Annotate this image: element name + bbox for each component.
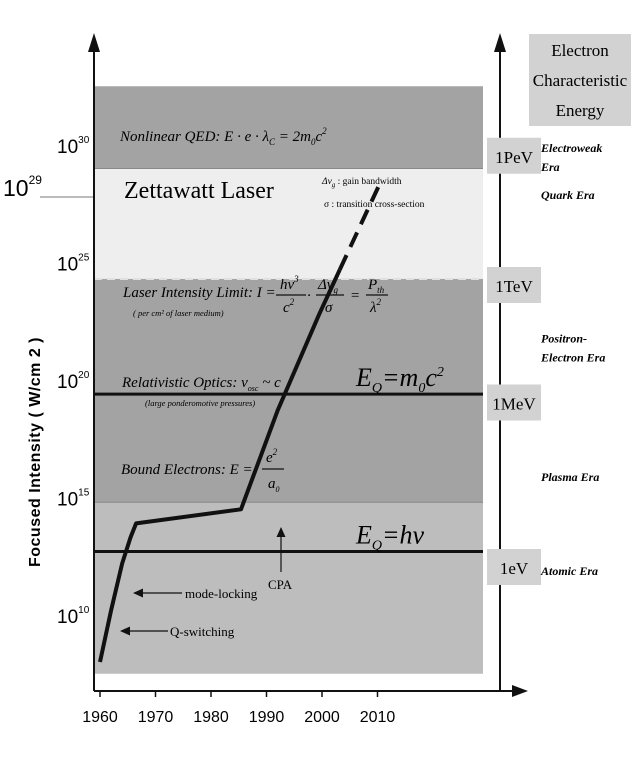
qed-label: Nonlinear QED: E · e · λC = 2m0c2 [119,126,327,147]
svg-text:hν3: hν3 [280,274,299,293]
intensity-bands [94,86,483,674]
svg-text:1029: 1029 [3,173,42,201]
svg-text:CPA: CPA [268,577,293,592]
y-label-1e29: 1029 [3,173,93,201]
relativistic-optics-label: Relativistic Optics: vosc ~ c (large pon… [121,375,281,408]
x-tick-label-1960: 1960 [82,709,118,726]
svg-text:a0: a0 [268,476,280,494]
svg-text:Energy: Energy [556,101,605,120]
energy-line-label-1: EQ=hν [355,521,425,554]
energy-label-box-1MeV [487,384,541,421]
svg-text:Pth: Pth [367,277,385,295]
x-tick-label-2000: 2000 [304,709,340,726]
energy-label-box-1PeV [487,137,541,174]
series-dashed-line [337,181,383,271]
era-label-4-0: Atomic Era [540,564,598,578]
band-1 [94,168,483,279]
x-tick-label-1970: 1970 [138,709,174,726]
gain-bandwidth-note: Δνg : gain bandwidth σ : transition cros… [321,177,425,210]
svg-text:Characteristic: Characteristic [533,71,628,90]
q-switching-annotation: Q-switching [120,624,235,639]
energy-lines: EQ=m0c2 EQ=hν [94,363,483,554]
svg-text:mode-locking: mode-locking [185,586,258,601]
svg-text:λ2: λ2 [369,297,382,316]
y-tick-label-20: 1020 [57,370,90,393]
era-label-0-1: Era [540,160,560,174]
era-label-1-0: Quark Era [541,188,595,202]
series-solid-line [98,268,342,663]
energy-label-box-1eV [487,549,541,585]
svg-text:Bound Electrons: E =: Bound Electrons: E = [121,462,253,478]
right-axis-title-box: Electron Characteristic Energy [529,34,631,126]
svg-text:(large ponderomotive pressures: (large ponderomotive pressures) [145,398,255,408]
era-label-2-0: Positron- [541,331,587,345]
energy-label-1PeV: 1PeV [495,148,534,167]
energy-label-1TeV: 1TeV [495,277,533,296]
laser-limit-formula: Laser Intensity Limit: I = ( per cm² of … [122,274,388,318]
svg-text:σ : transition cross-section: σ : transition cross-section [324,200,425,210]
right-axis-energy-labels: 1PeV 1TeV 1MeV 1eV [487,137,541,585]
laser-intensity-series [98,181,383,663]
era-labels: Electroweak Era Quark Era Positron- Electron… [540,141,605,578]
svg-text:c2: c2 [283,297,295,316]
era-label-2-1: Electron Era [540,350,605,364]
x-tick-label-1990: 1990 [249,709,285,726]
y-tick-label-15: 1015 [57,488,90,511]
cpa-annotation: CPA [268,527,293,592]
svg-text:σ: σ [325,300,333,316]
band-2 [94,278,483,503]
energy-label-box-1TeV [487,267,541,303]
y-tick-label-10: 1010 [57,605,90,628]
energy-line-label-0: EQ=m0c2 [355,363,444,396]
y-tick-label-30: 1030 [57,135,90,158]
svg-text:e2: e2 [266,447,278,466]
x-axis-ticks: 1960 1970 1980 1990 2000 2010 [82,691,395,726]
svg-text:Nonlinear QED: E · e · λC = 2: Nonlinear QED: E · e · λC = 2m0c2 [119,126,327,147]
svg-text:Q-switching: Q-switching [170,624,235,639]
era-label-3-0: Plasma Era [541,470,599,484]
y-tick-label-25: 1025 [57,253,90,276]
svg-text:Δνg : gain bandwidth: Δνg : gain bandwidth [321,177,402,189]
era-label-0-0: Electroweak [540,141,602,155]
bound-electrons-label: Bound Electrons: E = e2 a0 [121,447,284,494]
band-0 [94,86,483,169]
svg-text:·: · [307,288,311,304]
energy-label-1eV: 1eV [500,559,529,578]
svg-text:( per cm² of laser medium): ( per cm² of laser medium) [133,308,224,318]
x-tick-label-2010: 2010 [360,709,396,726]
svg-text:Relativistic Optics: vosc ~ c: Relativistic Optics: vosc ~ c [121,375,281,393]
energy-label-1MeV: 1MeV [492,395,536,414]
svg-text:Electron: Electron [551,41,609,60]
zettawatt-label: Zettawatt Laser [124,178,274,204]
svg-text:Laser Intensity Limit: I =: Laser Intensity Limit: I = [122,285,276,301]
svg-text:=: = [350,288,360,304]
y-axis-ticks: 1010 1015 1020 1025 1030 [57,135,90,628]
y-axis-label: Focused Intensity ( W/cm 2 ) [27,337,44,567]
mode-locking-annotation: mode-locking [133,586,258,601]
x-tick-label-1980: 1980 [193,709,229,726]
band-3 [94,502,483,674]
